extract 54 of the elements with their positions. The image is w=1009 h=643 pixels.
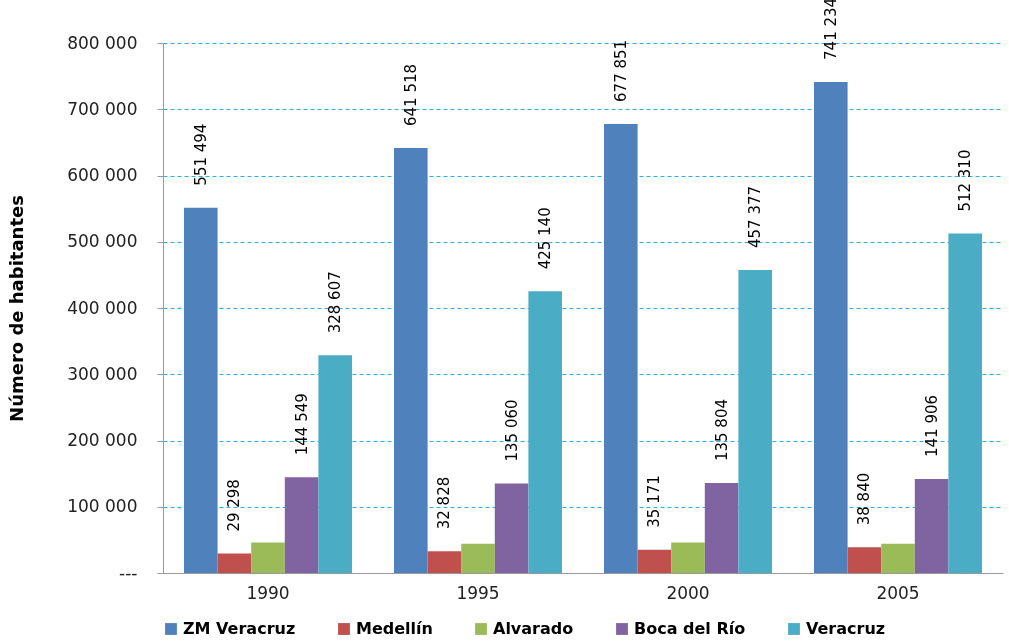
data-label: 457 377 — [746, 185, 765, 248]
y-axis-title: Número de habitantes — [6, 195, 28, 422]
y-tick-label: 800 000 — [67, 32, 138, 53]
data-label: 141 906 — [922, 394, 941, 457]
bar — [494, 483, 529, 573]
bar — [847, 547, 882, 573]
data-label: 144 549 — [292, 393, 311, 456]
data-label: 551 494 — [191, 123, 210, 186]
legend-label: Boca del Río — [634, 619, 746, 638]
x-tick-label: 2005 — [876, 582, 920, 603]
bar — [948, 233, 982, 573]
y-tick-label: --- — [119, 562, 138, 583]
bar — [738, 269, 772, 573]
bar — [528, 291, 562, 573]
y-tick-label: 600 000 — [67, 165, 138, 185]
bar — [184, 207, 218, 573]
data-label: 512 310 — [956, 149, 975, 212]
data-label: 641 518 — [401, 63, 420, 126]
legend-label: Veracruz — [806, 619, 886, 638]
bar — [318, 355, 352, 573]
y-tick-label: 500 000 — [67, 231, 138, 252]
x-tick-label: 1990 — [246, 582, 290, 603]
y-tick-label: 700 000 — [67, 98, 138, 119]
bar — [461, 543, 495, 573]
data-label: 35 171 — [645, 475, 664, 528]
data-label: 29 298 — [225, 479, 244, 532]
data-label: 38 840 — [855, 472, 874, 526]
bar — [217, 553, 252, 573]
bar — [881, 543, 915, 573]
bar — [671, 542, 705, 573]
y-tick-label: 400 000 — [67, 297, 138, 318]
bar — [251, 542, 285, 573]
x-tick-label: 2000 — [666, 582, 710, 603]
data-label: 328 607 — [326, 271, 345, 334]
data-label: 32 828 — [435, 476, 454, 530]
bar — [427, 551, 462, 573]
legend-label: ZM Veracruz — [183, 619, 296, 638]
bar — [814, 81, 848, 573]
y-tick-label: 200 000 — [67, 430, 138, 450]
bar — [704, 483, 739, 573]
bar — [637, 549, 672, 573]
bar — [394, 147, 428, 573]
x-tick-label: 1995 — [456, 582, 500, 603]
bar — [284, 477, 319, 573]
legend-label: Medellín — [356, 619, 433, 638]
bar — [604, 123, 638, 573]
legend-label: Alvarado — [493, 619, 574, 638]
data-label: 135 060 — [502, 399, 521, 462]
data-label: 425 140 — [536, 207, 555, 270]
data-label: 135 804 — [712, 399, 731, 462]
bar — [914, 478, 949, 573]
y-tick-label: 100 000 — [67, 496, 138, 517]
y-tick-label: 300 000 — [67, 363, 138, 384]
data-label: 677 851 — [611, 39, 630, 102]
